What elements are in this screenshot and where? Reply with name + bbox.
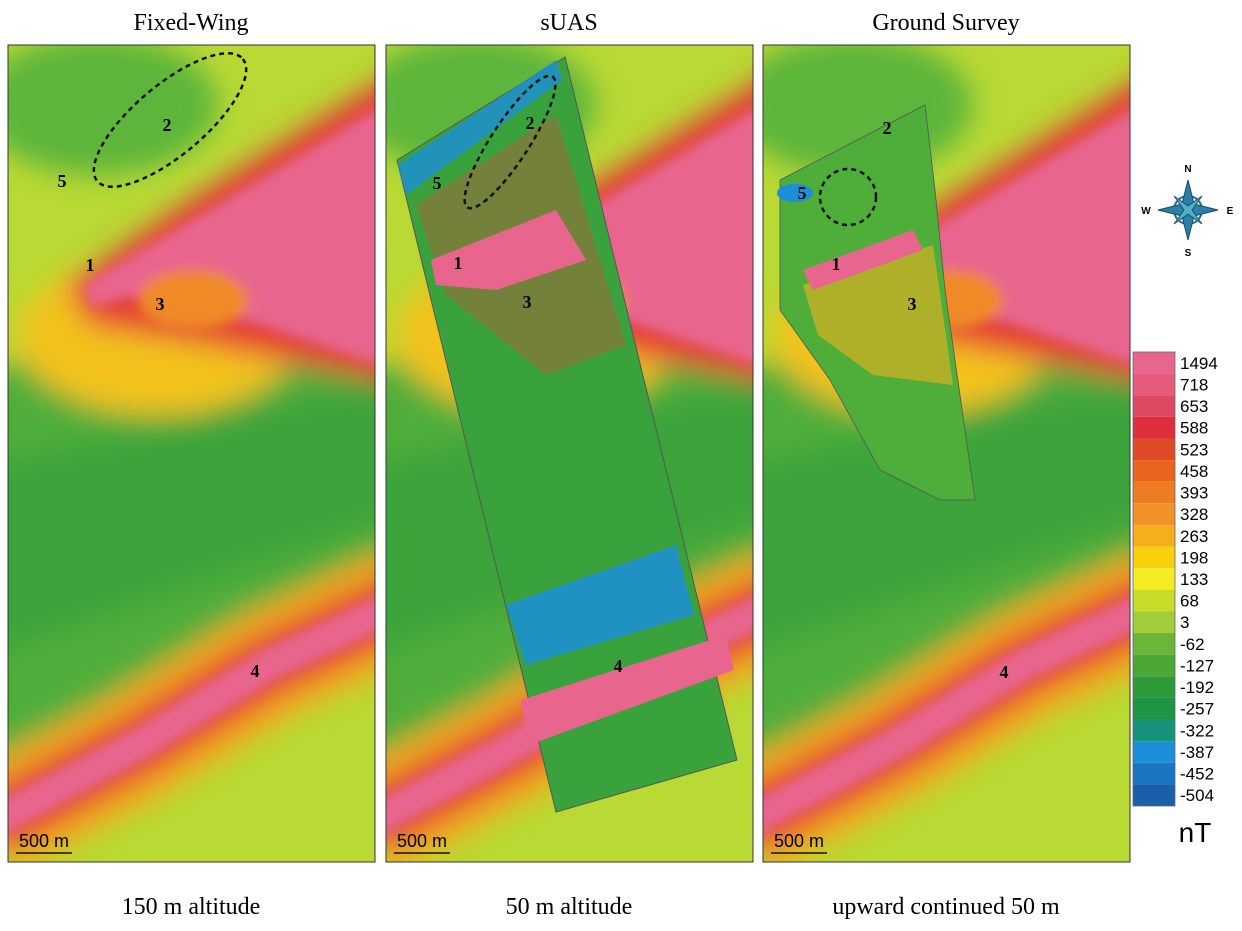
- anomaly-label: 1: [832, 254, 841, 274]
- legend-label: 458: [1180, 462, 1208, 481]
- legend-swatch: [1133, 720, 1175, 742]
- anomaly-label: 3: [908, 294, 917, 314]
- legend-swatch: [1133, 741, 1175, 763]
- legend-swatch: [1133, 503, 1175, 525]
- legend-label: 328: [1180, 505, 1208, 524]
- legend-label: -127: [1180, 656, 1214, 675]
- legend-swatch: [1133, 784, 1175, 806]
- legend-swatch: [1133, 374, 1175, 396]
- legend-label: 393: [1180, 484, 1208, 503]
- anomaly-label: 4: [1000, 662, 1009, 682]
- legend-swatch: [1133, 633, 1175, 655]
- scale-label: 500 m: [397, 831, 447, 851]
- panel-subtitle: upward continued 50 m: [832, 894, 1060, 920]
- map-image: [0, 35, 408, 862]
- legend-swatch: [1133, 676, 1175, 698]
- legend-swatch: [1133, 417, 1175, 439]
- panel-subtitle: 50 m altitude: [506, 894, 633, 920]
- anomaly-label: 3: [523, 292, 532, 312]
- legend-label: 198: [1180, 548, 1208, 567]
- compass-e: E: [1227, 206, 1234, 217]
- map-panel: 1 2 3 4 5 500 m: [346, 35, 786, 862]
- map-panel: 1 2 3 4 5 500 m: [0, 32, 408, 862]
- anomaly-label: 1: [454, 253, 463, 273]
- anomaly-label: 4: [614, 656, 623, 676]
- legend-swatch: [1133, 698, 1175, 720]
- legend-label: 263: [1180, 527, 1208, 546]
- legend-label: -387: [1180, 743, 1214, 762]
- legend-label: 718: [1180, 375, 1208, 394]
- low-anomaly: [777, 184, 813, 202]
- legend-label: 653: [1180, 397, 1208, 416]
- legend-label: -62: [1180, 635, 1205, 654]
- anomaly-label: 2: [163, 115, 172, 135]
- anomaly-label: 5: [58, 171, 67, 191]
- legend-swatch: [1133, 763, 1175, 785]
- legend-label: -322: [1180, 721, 1214, 740]
- legend-swatch: [1133, 352, 1175, 374]
- panel-title: sUAS: [540, 10, 597, 36]
- legend-swatch: [1133, 655, 1175, 677]
- legend-label: 68: [1180, 592, 1199, 611]
- panel-title: Ground Survey: [872, 10, 1019, 36]
- legend-label: 1494: [1180, 354, 1218, 373]
- anomaly-label: 5: [433, 173, 442, 193]
- legend-label: -452: [1180, 765, 1214, 784]
- legend-unit: nT: [1179, 817, 1212, 848]
- compass-n: N: [1184, 164, 1191, 175]
- legend-label: 3: [1180, 613, 1189, 632]
- legend-swatch: [1133, 460, 1175, 482]
- legend-swatch: [1133, 590, 1175, 612]
- legend-swatch: [1133, 547, 1175, 569]
- figure: Fixed-Wing12345500 m150 m altitudesUAS12…: [0, 0, 1242, 931]
- legend-swatch: [1133, 438, 1175, 460]
- scale-label: 500 m: [774, 831, 824, 851]
- legend-swatch: [1133, 482, 1175, 504]
- legend-label: -504: [1180, 786, 1214, 805]
- legend-label: 588: [1180, 419, 1208, 438]
- anomaly-label: 2: [526, 113, 535, 133]
- compass-w: W: [1141, 206, 1151, 217]
- legend-label: 523: [1180, 440, 1208, 459]
- legend-swatch: [1133, 395, 1175, 417]
- legend-label: -257: [1180, 700, 1214, 719]
- anomaly-label: 5: [798, 183, 807, 203]
- legend-swatch: [1133, 525, 1175, 547]
- legend-swatch: [1133, 611, 1175, 633]
- panel-title: Fixed-Wing: [133, 10, 248, 36]
- compass: N S E W: [1141, 164, 1233, 259]
- map-panel: 1 2 3 4 5 500 m: [723, 35, 1163, 862]
- anomaly-label: 1: [86, 255, 95, 275]
- anomaly-label: 3: [156, 294, 165, 314]
- compass-s: S: [1185, 248, 1192, 259]
- scale-label: 500 m: [19, 831, 69, 851]
- legend-label: 133: [1180, 570, 1208, 589]
- legend-label: -192: [1180, 678, 1214, 697]
- legend-swatch: [1133, 568, 1175, 590]
- panel-subtitle: 150 m altitude: [122, 894, 261, 920]
- anomaly-label: 2: [883, 118, 892, 138]
- anomaly-label: 4: [251, 661, 260, 681]
